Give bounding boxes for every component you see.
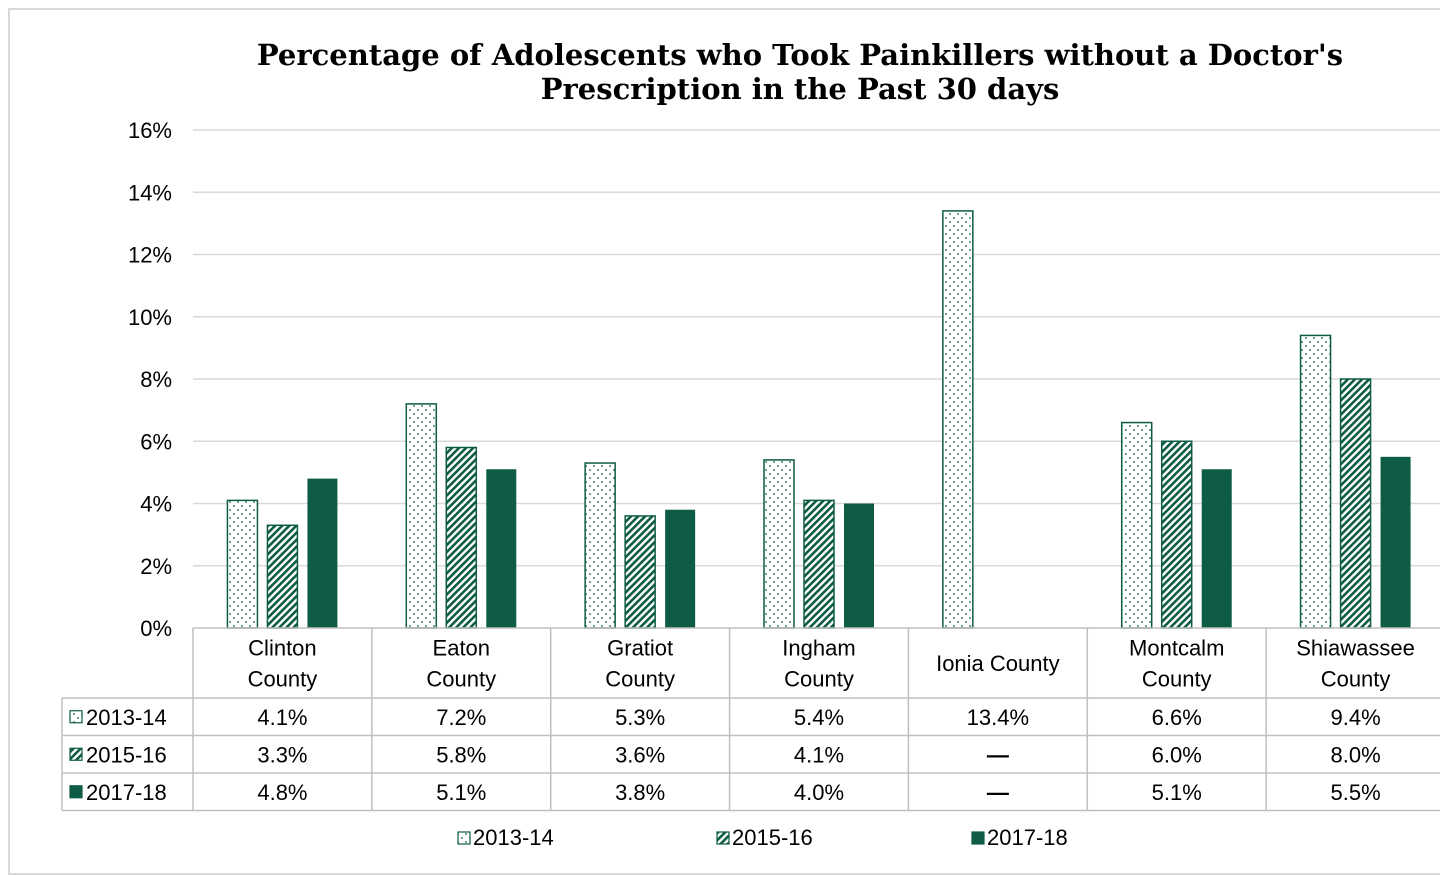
data-label: 3.3% — [257, 742, 307, 767]
data-label: 4.1% — [794, 742, 844, 767]
legend-label: 2013-14 — [473, 825, 554, 850]
bar-2017-18-3 — [844, 503, 874, 628]
data-table: Clinton County Eaton County Gratiot County Ing… — [61, 627, 1440, 812]
bar-2015-16-1 — [445, 446, 478, 629]
legend-key-2015-16 — [69, 747, 83, 761]
bar-2017-18-1 — [486, 469, 517, 628]
y-tick-label: 2% — [140, 554, 172, 579]
bars — [226, 210, 1411, 629]
bar-2013-14-3 — [763, 459, 795, 629]
bar-2013-14-5 — [1120, 421, 1153, 629]
y-tick-label: 14% — [128, 180, 172, 205]
legend-swatch-2013-14 — [457, 831, 471, 845]
bar-2017-18-5 — [1201, 469, 1232, 628]
bar-2015-16-3 — [803, 499, 835, 629]
y-tick-label: 12% — [128, 243, 172, 268]
chart-title: Percentage of Adolescents who Took Paink… — [190, 38, 1410, 106]
y-tick-label: 4% — [140, 492, 172, 517]
bar-2013-14-2 — [584, 462, 616, 629]
legend-label: 2017-18 — [987, 825, 1068, 850]
bar-2015-16-5 — [1160, 440, 1193, 629]
y-axis-ticks: 0% 2% 4% 6% 8% 10% 12% 14% 16% — [128, 118, 172, 641]
bar-2017-18-2 — [665, 509, 696, 628]
category-label: Montcalm — [1129, 636, 1224, 661]
legend-label: 2015-16 — [732, 825, 813, 850]
legend: 2013-14 2015-16 2017-18 — [457, 825, 1068, 850]
data-label: 4.8% — [257, 780, 307, 805]
category-label: Gratiot — [607, 636, 673, 661]
data-label: 5.1% — [436, 780, 486, 805]
data-label: 4.1% — [257, 705, 307, 730]
data-label: 7.2% — [436, 705, 486, 730]
data-label: — — [987, 742, 1009, 767]
bar-2013-14-1 — [405, 403, 438, 629]
legend-key-2017-18 — [69, 785, 83, 799]
data-label: 4.0% — [794, 780, 844, 805]
data-label: 3.8% — [615, 780, 665, 805]
data-label: 5.5% — [1330, 780, 1380, 805]
data-label: 9.4% — [1330, 705, 1380, 730]
y-tick-label: 8% — [140, 367, 172, 392]
data-label: 5.4% — [794, 705, 844, 730]
category-label: Ingham — [782, 636, 855, 661]
category-label: Shiawassee — [1296, 636, 1415, 661]
series-row-label: 2015-16 — [86, 742, 167, 767]
y-tick-label: 6% — [140, 429, 172, 454]
legend-key-2013-14 — [69, 710, 83, 724]
legend-swatch-2015-16 — [716, 831, 730, 845]
bar-2013-14-0 — [226, 499, 259, 629]
y-tick-label: 10% — [128, 305, 172, 330]
bar-2015-16-6 — [1339, 378, 1372, 629]
bar-2017-18-6 — [1380, 456, 1411, 628]
bar-2015-16-2 — [624, 515, 656, 629]
category-label: Eaton — [433, 636, 491, 661]
category-label: Ionia County — [936, 651, 1060, 676]
category-label: County — [426, 667, 496, 692]
bar-2015-16-0 — [266, 524, 299, 629]
series-row-label: 2017-18 — [86, 780, 167, 805]
gridlines — [193, 129, 1440, 567]
data-label: 6.6% — [1152, 705, 1202, 730]
y-tick-label: 0% — [140, 616, 172, 641]
category-label: County — [605, 667, 675, 692]
category-label: County — [1321, 667, 1391, 692]
category-label: County — [784, 667, 854, 692]
chart-title-line2: Prescription in the Past 30 days — [540, 72, 1060, 106]
data-label: — — [987, 780, 1009, 805]
bar-2013-14-4 — [942, 210, 974, 629]
category-label: County — [1142, 667, 1212, 692]
data-label: 8.0% — [1330, 742, 1380, 767]
data-label: 6.0% — [1152, 742, 1202, 767]
data-label: 3.6% — [615, 742, 665, 767]
bar-2017-18-0 — [307, 478, 338, 628]
data-label: 5.1% — [1152, 780, 1202, 805]
series-row-label: 2013-14 — [86, 705, 167, 730]
data-label: 5.8% — [436, 742, 486, 767]
legend-swatch-2017-18 — [971, 831, 985, 845]
category-label: Clinton — [248, 636, 316, 661]
bar-2013-14-6 — [1299, 334, 1332, 629]
data-label: 13.4% — [967, 705, 1029, 730]
chart-title-line1: Percentage of Adolescents who Took Paink… — [256, 38, 1344, 72]
data-label: 5.3% — [615, 705, 665, 730]
category-label: County — [248, 667, 318, 692]
y-tick-label: 16% — [128, 118, 172, 143]
